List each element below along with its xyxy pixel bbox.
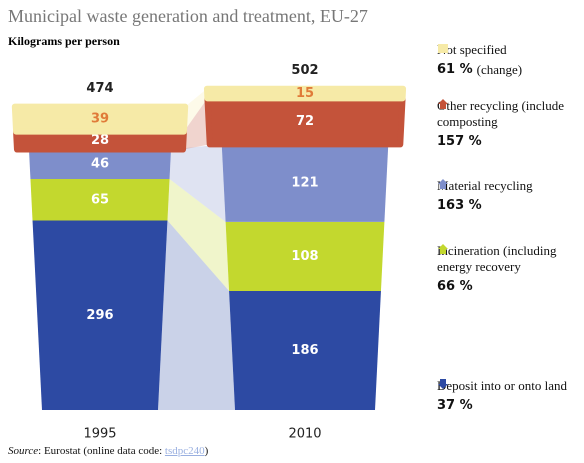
change-label: 157 %: [437, 134, 482, 150]
change-label: 66 %: [437, 279, 473, 295]
source-end: ): [205, 445, 209, 457]
legend-label: Deposit into or onto land: [437, 378, 582, 394]
total-label: 474: [86, 81, 113, 96]
legend-change: 157 %: [437, 134, 582, 150]
total-label: 502: [291, 63, 318, 78]
source-link[interactable]: tsdpc240: [165, 445, 205, 457]
value-label: 296: [86, 308, 113, 323]
legend-marker: [437, 42, 449, 54]
change-marker: [438, 99, 448, 109]
chart-title: Municipal waste generation and treatment…: [8, 6, 368, 26]
legend-marker: [437, 178, 449, 190]
change-label: 37 %: [437, 398, 473, 414]
legend-marker: [437, 98, 449, 110]
legend-change: 37 %: [437, 398, 582, 414]
value-label: 186: [291, 343, 318, 358]
value-label: 65: [91, 192, 109, 207]
value-label: 28: [91, 133, 109, 148]
change-note: (change): [477, 62, 522, 78]
source-text: : Eurostat (online data code:: [38, 445, 165, 457]
legend-item: Other recycling (include composting 157 %: [437, 98, 582, 150]
legend-change: 163 %: [437, 198, 582, 214]
legend-label: Incineration (including energy recovery: [437, 243, 582, 275]
legend-item: Material recycling 163 %: [437, 178, 582, 214]
source: Source: Eurostat (online data code: tsdp…: [8, 445, 208, 457]
legend-label: Material recycling: [437, 178, 582, 194]
change-label: 163 %: [437, 198, 482, 214]
legend-marker: [437, 378, 449, 390]
x-tick-label: 1995: [83, 427, 116, 442]
change-marker: [438, 44, 448, 53]
legend-item: Deposit into or onto land 37 %: [437, 378, 582, 414]
source-label: Source: [8, 445, 38, 457]
change-marker: [438, 179, 448, 189]
legend-item: Incineration (including energy recovery 6…: [437, 243, 582, 295]
change-marker: [438, 379, 448, 389]
legend-change: 61 %(change): [437, 62, 582, 78]
value-label: 15: [296, 86, 314, 101]
legend-label: Not specified: [437, 42, 582, 58]
value-label: 72: [296, 114, 314, 129]
legend-label: Other recycling (include composting: [437, 98, 582, 130]
legend-marker: [437, 243, 449, 255]
value-label: 108: [291, 249, 318, 264]
value-label: 121: [291, 176, 318, 191]
page: Municipal waste generation and treatment…: [0, 0, 584, 463]
value-label: 46: [91, 157, 109, 172]
chart-subtitle: Kilograms per person: [8, 34, 120, 48]
change-marker: [438, 244, 448, 254]
legend-item: Not specified 61 %(change): [437, 42, 582, 78]
x-tick-label: 2010: [288, 427, 321, 442]
value-label: 39: [91, 112, 109, 127]
change-label: 61 %: [437, 62, 473, 78]
legend-change: 66 %: [437, 279, 582, 295]
